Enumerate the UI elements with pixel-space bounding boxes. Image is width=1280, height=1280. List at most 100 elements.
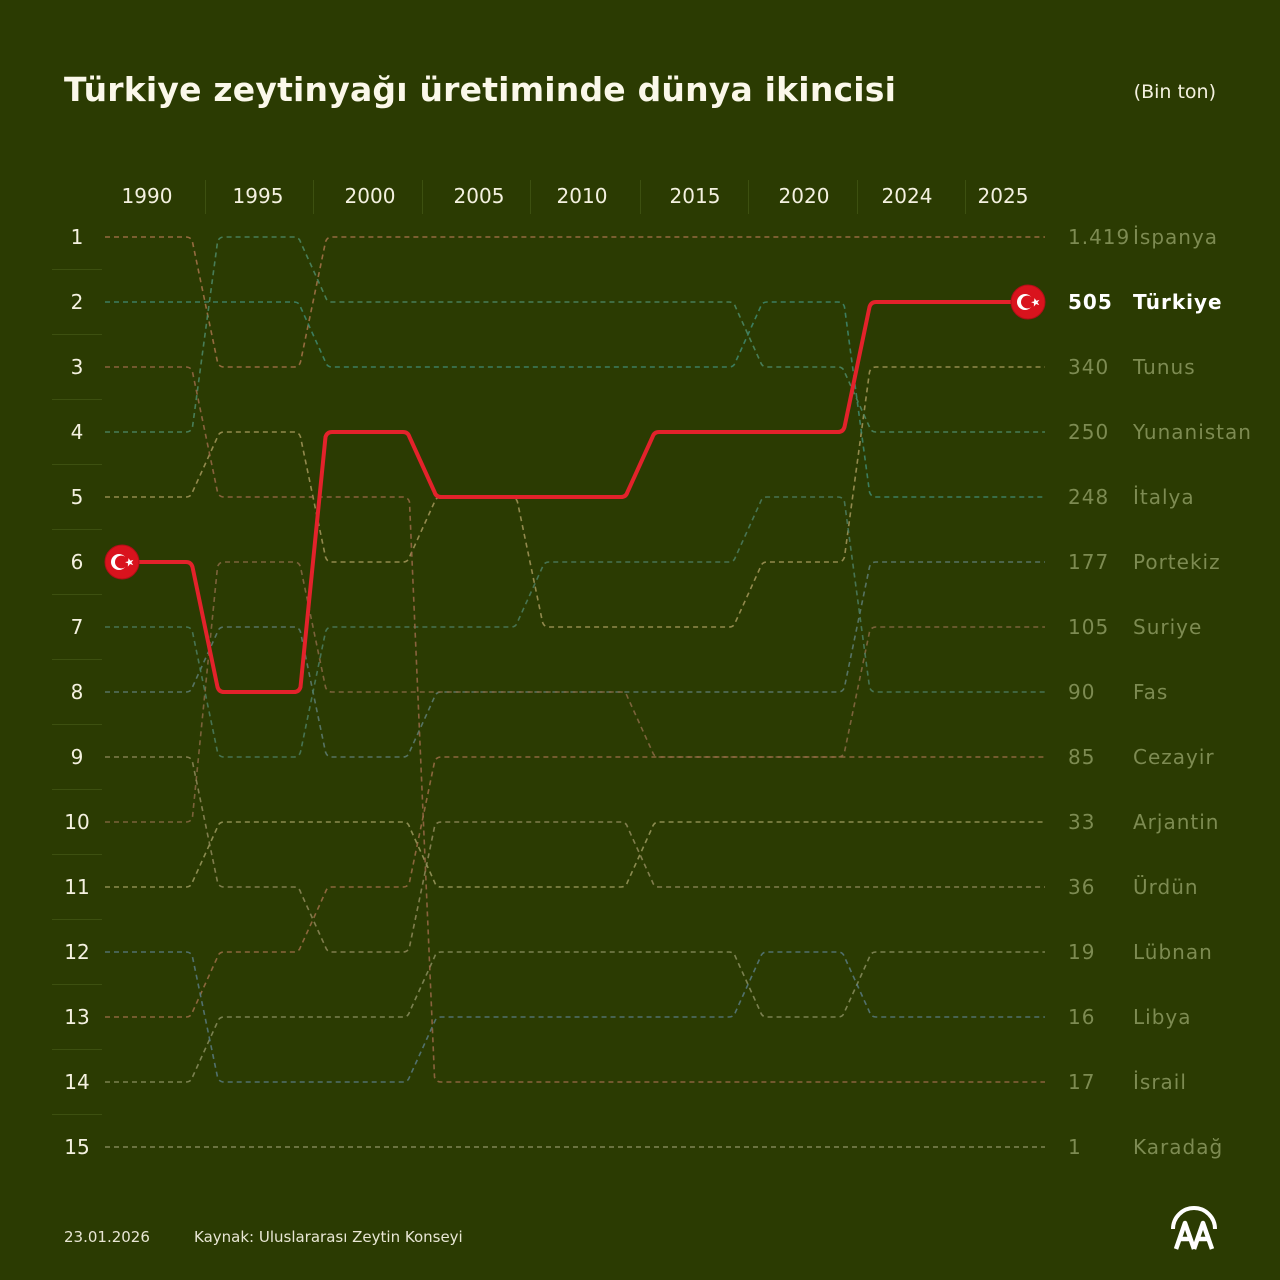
legend-item: 33 Arjantin — [1068, 810, 1219, 834]
chart-title: Türkiye zeytinyağı üretiminde dünya ikin… — [64, 70, 897, 109]
year-divider — [205, 180, 206, 214]
legend-item: 250 Yunanistan — [1068, 420, 1252, 444]
rank-label: 11 — [64, 875, 90, 899]
series-line — [105, 951, 1045, 1083]
rank-label: 1 — [70, 225, 84, 249]
legend-item: 90 Fas — [1068, 680, 1168, 704]
series-line — [105, 236, 1045, 368]
legend-value: 105 — [1068, 615, 1110, 639]
rank-label: 5 — [70, 485, 84, 509]
rank-divider — [52, 854, 102, 855]
legend-item: 17 İsrail — [1068, 1070, 1187, 1094]
year-label: 2020 — [778, 184, 830, 208]
series-line — [105, 236, 1045, 433]
year-divider — [748, 180, 749, 214]
rank-divider — [52, 1049, 102, 1050]
turkiye-line — [122, 300, 1045, 694]
legend-item: 505 Türkiye — [1068, 290, 1223, 314]
legend-value: 1.419 — [1068, 225, 1131, 249]
legend-country: İspanya — [1133, 225, 1219, 249]
source-label: Kaynak: Uluslararası Zeytin Konseyi — [194, 1228, 463, 1246]
rank-divider — [52, 269, 102, 270]
legend-country: Karadağ — [1133, 1135, 1224, 1159]
legend-country: Fas — [1133, 680, 1169, 704]
legend-value: 250 — [1068, 420, 1110, 444]
rank-label: 4 — [70, 420, 84, 444]
rank-divider — [52, 1114, 102, 1115]
legend-value: 248 — [1068, 485, 1110, 509]
rank-label: 12 — [64, 940, 90, 964]
legend-value: 16 — [1068, 1005, 1096, 1029]
legend-item: 1.419 İspanya — [1068, 225, 1218, 249]
series-line — [105, 366, 1045, 1083]
year-divider — [640, 180, 641, 214]
legend-item: 248 İtalya — [1068, 485, 1195, 509]
aa-logo-icon — [1171, 1206, 1217, 1250]
rank-divider — [52, 399, 102, 400]
legend-value: 33 — [1068, 810, 1096, 834]
legend-country: Tunus — [1133, 355, 1196, 379]
rank-label: 10 — [64, 810, 90, 834]
rank-divider — [52, 789, 102, 790]
rank-label: 2 — [70, 290, 84, 314]
rank-divider — [52, 464, 102, 465]
rank-label: 14 — [64, 1070, 90, 1094]
legend-value: 505 — [1068, 290, 1113, 314]
series-line — [105, 301, 1045, 498]
legend-value: 36 — [1068, 875, 1096, 899]
rank-divider — [52, 594, 102, 595]
rank-label: 7 — [70, 615, 84, 639]
rank-divider — [52, 529, 102, 530]
year-divider — [422, 180, 423, 214]
date-label: 23.01.2026 — [64, 1228, 150, 1246]
series-line — [105, 756, 1045, 953]
legend-value: 90 — [1068, 680, 1096, 704]
legend-country: Yunanistan — [1133, 420, 1252, 444]
legend-value: 17 — [1068, 1070, 1096, 1094]
year-label: 1990 — [121, 184, 173, 208]
legend-country: Portekiz — [1133, 550, 1221, 574]
legend-item: 16 Libya — [1068, 1005, 1192, 1029]
legend-item: 36 Ürdün — [1068, 875, 1199, 899]
rank-divider — [52, 334, 102, 335]
legend-item: 105 Suriye — [1068, 615, 1202, 639]
year-divider — [313, 180, 314, 214]
rank-label: 15 — [64, 1135, 90, 1159]
legend-country: Cezayir — [1133, 745, 1215, 769]
year-label: 2015 — [669, 184, 721, 208]
legend-country: Arjantin — [1133, 810, 1220, 834]
year-label: 2000 — [344, 184, 396, 208]
series-line — [105, 561, 1045, 823]
series-line — [105, 951, 1045, 1083]
year-label: 1995 — [232, 184, 284, 208]
series-line — [105, 561, 1045, 758]
legend-country: Libya — [1133, 1005, 1192, 1029]
legend-country: İtalya — [1133, 485, 1195, 509]
turkey-flag-icon — [1010, 284, 1046, 320]
legend-value: 177 — [1068, 550, 1110, 574]
legend-value: 1 — [1068, 1135, 1082, 1159]
rank-label: 6 — [70, 550, 84, 574]
series-line — [105, 821, 1045, 888]
legend-value: 85 — [1068, 745, 1096, 769]
legend-country: İsrail — [1133, 1070, 1187, 1094]
year-label: 2024 — [881, 184, 933, 208]
year-label: 2005 — [453, 184, 505, 208]
rank-label: 3 — [70, 355, 84, 379]
rank-divider — [52, 984, 102, 985]
year-label: 2025 — [977, 184, 1029, 208]
legend-value: 19 — [1068, 940, 1096, 964]
legend-country: Ürdün — [1133, 875, 1199, 899]
rank-divider — [52, 919, 102, 920]
turkey-flag-icon — [104, 544, 140, 580]
rank-label: 13 — [64, 1005, 90, 1029]
legend-country: Lübnan — [1133, 940, 1213, 964]
rank-label: 9 — [70, 745, 84, 769]
year-label: 2010 — [556, 184, 608, 208]
rank-label: 8 — [70, 680, 84, 704]
rank-divider — [52, 659, 102, 660]
legend-item: 340 Tunus — [1068, 355, 1196, 379]
legend-item: 1 Karadağ — [1068, 1135, 1223, 1159]
legend-item: 85 Cezayir — [1068, 745, 1215, 769]
